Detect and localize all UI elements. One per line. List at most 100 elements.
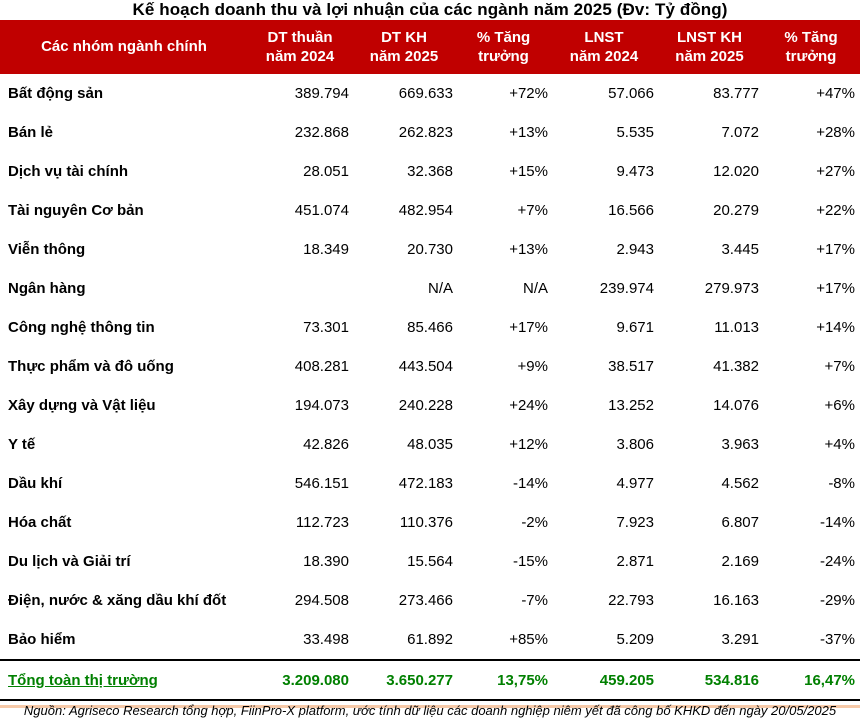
sector-name-cell: Tài nguyên Cơ bản — [8, 202, 144, 219]
sector-name-cell: Thực phẩm và đô uống — [8, 358, 174, 375]
value-cell: 61.892 — [352, 620, 456, 661]
col-header-line2: năm 2025 — [369, 48, 439, 65]
value-cell: +72% — [509, 85, 548, 102]
value-cell: 33.498 — [248, 620, 352, 661]
value-cell: -14% — [819, 514, 855, 531]
value-cell: 32.368 — [407, 163, 453, 180]
value-cell: 15.564 — [407, 553, 453, 570]
value-cell: -2% — [521, 514, 548, 531]
col-header-line2: năm 2025 — [675, 48, 744, 65]
value-cell: 20.730 — [407, 241, 453, 258]
col-header-line1: DT KH — [381, 28, 427, 46]
sector-name-cell: Bảo hiểm — [0, 620, 248, 661]
value-cell: 472.183 — [398, 475, 453, 492]
col-header-sector: Các nhóm ngành chính — [0, 20, 248, 74]
table-row: Bảo hiểm 33.498 61.892 +85% 5.209 3.291 … — [0, 620, 860, 661]
value-cell: 3.806 — [616, 436, 654, 453]
table-row: Dịch vụ tài chính 28.051 32.368 +15% 9.4… — [0, 152, 860, 191]
value-cell: 408.281 — [294, 358, 349, 375]
value-cell: 389.794 — [294, 85, 349, 102]
value-cell: 83.777 — [713, 85, 759, 102]
value-cell: 2.943 — [616, 241, 654, 258]
sector-name-cell: Y tế — [8, 436, 36, 453]
value-cell: +7% — [824, 358, 855, 375]
value-cell: 4.977 — [616, 475, 654, 492]
table-row: Dầu khí 546.151 472.183 -14% 4.977 4.562… — [0, 464, 860, 503]
col-header-line1: DT thuần — [267, 28, 333, 46]
value-cell: 262.823 — [398, 124, 453, 141]
sector-plan-table: Các nhóm ngành chính DT thuần năm 2024 DT… — [0, 20, 860, 701]
sector-name-cell: Ngân hàng — [8, 280, 86, 297]
col-header-lnstkh-2025: LNST KH năm 2025 — [657, 20, 762, 74]
value-cell: 7.923 — [616, 514, 654, 531]
col-header-line2: năm 2024 — [265, 48, 335, 65]
value-cell: 5.209 — [551, 620, 657, 661]
value-cell: +6% — [824, 397, 855, 414]
value-cell: +14% — [816, 319, 855, 336]
value-cell: 18.349 — [303, 241, 349, 258]
value-cell: 57.066 — [608, 85, 654, 102]
page-title: Kế hoạch doanh thu và lợi nhuận của các … — [132, 0, 728, 19]
sector-name-cell: Bán lẻ — [8, 124, 54, 141]
value-cell: +17% — [509, 319, 548, 336]
col-header-line2: năm 2024 — [569, 48, 639, 65]
col-header-dt-2024: DT thuần năm 2024 — [248, 20, 352, 74]
value-cell: 12.020 — [713, 163, 759, 180]
table-row: Hóa chất 112.723 110.376 -2% 7.923 6.807… — [0, 503, 860, 542]
value-cell: 9.473 — [616, 163, 654, 180]
value-cell: 194.073 — [294, 397, 349, 414]
value-cell: 48.035 — [407, 436, 453, 453]
total-value-cell: 3.650.277 — [352, 660, 456, 701]
value-cell: 13.252 — [608, 397, 654, 414]
table-row: Công nghệ thông tin 73.301 85.466 +17% 9… — [0, 308, 860, 347]
value-cell: 482.954 — [398, 202, 453, 219]
value-cell: 7.072 — [721, 124, 759, 141]
table-row: Du lịch và Giải trí 18.390 15.564 -15% 2… — [0, 542, 860, 581]
table-row: Điện, nước & xăng dầu khí đốt 294.508 27… — [0, 581, 860, 620]
total-value-cell: 16,47% — [762, 660, 860, 701]
value-cell: 38.517 — [608, 358, 654, 375]
col-header-dt-growth: % Tăng trưởng — [456, 20, 551, 74]
value-cell: 73.301 — [303, 319, 349, 336]
total-value-cell: 13,75% — [456, 660, 551, 701]
value-cell: 11.013 — [714, 319, 759, 336]
value-cell: 3.291 — [657, 620, 762, 661]
col-header-lnst-growth: % Tăng trưởng — [762, 20, 860, 74]
value-cell: 239.974 — [599, 280, 654, 297]
value-cell: 14.076 — [713, 397, 759, 414]
value-cell: 443.504 — [398, 358, 453, 375]
value-cell: -7% — [521, 592, 548, 609]
value-cell: +17% — [816, 280, 855, 297]
value-cell: 20.279 — [713, 202, 759, 219]
col-header-line1: % Tăng — [784, 28, 838, 46]
value-cell: 240.228 — [398, 397, 453, 414]
col-header-line1: LNST KH — [677, 28, 742, 46]
total-value-cell: 459.205 — [551, 660, 657, 701]
value-cell: -37% — [762, 620, 860, 661]
value-cell: N/A — [522, 280, 548, 297]
value-cell: 112.723 — [295, 514, 349, 531]
value-cell: 6.807 — [721, 514, 759, 531]
value-cell: 2.169 — [721, 553, 759, 570]
sector-name-cell: Dịch vụ tài chính — [8, 163, 129, 180]
value-cell: 110.376 — [399, 514, 453, 531]
col-header-lnst-2024: LNST năm 2024 — [551, 20, 657, 74]
value-cell: +9% — [517, 358, 548, 375]
table-row: Viễn thông 18.349 20.730 +13% 2.943 3.44… — [0, 230, 860, 269]
source-note: Nguồn: Agriseco Research tổng hợp, FiinP… — [23, 703, 837, 718]
value-cell: N/A — [427, 280, 453, 297]
total-value-cell: 3.209.080 — [248, 660, 352, 701]
value-cell: 28.051 — [303, 163, 349, 180]
col-header-line2: trưởng — [785, 48, 837, 65]
table-row: Y tế 42.826 48.035 +12% 3.806 3.963 +4% — [0, 425, 860, 464]
value-cell: +4% — [824, 436, 855, 453]
value-cell: +7% — [517, 202, 548, 219]
value-cell: 41.382 — [713, 358, 759, 375]
value-cell — [248, 269, 352, 308]
value-cell: +47% — [816, 85, 855, 102]
value-cell: 16.566 — [608, 202, 654, 219]
value-cell: 22.793 — [608, 592, 654, 609]
value-cell: 294.508 — [294, 592, 349, 609]
header-row: Các nhóm ngành chính DT thuần năm 2024 DT… — [0, 20, 860, 74]
